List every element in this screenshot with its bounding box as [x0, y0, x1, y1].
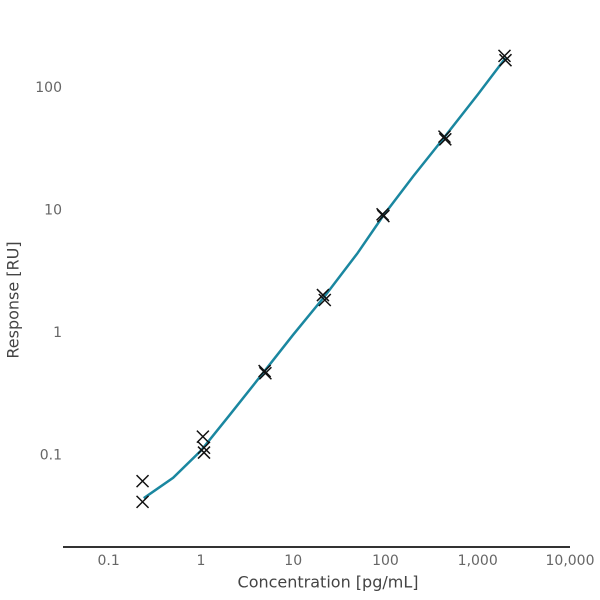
- data-point: [136, 495, 150, 509]
- data-point: [438, 132, 452, 146]
- x-tick-label: 0.1: [98, 553, 120, 569]
- x-tick-label: 10,000: [546, 553, 595, 569]
- data-point: [497, 49, 512, 63]
- x-tick-label: 1,000: [458, 553, 498, 569]
- y-tick-label: 0.1: [40, 448, 62, 464]
- data-point: [136, 474, 150, 488]
- data-point: [498, 53, 513, 67]
- data-point: [258, 366, 272, 380]
- x-tick-label: 10: [284, 553, 302, 569]
- data-point: [197, 446, 211, 460]
- data-point: [437, 130, 451, 144]
- data-point: [318, 293, 332, 307]
- data-point: [258, 364, 272, 378]
- y-tick-label: 100: [35, 80, 62, 96]
- x-tick-label: 100: [372, 553, 399, 569]
- y-tick-label: 10: [44, 202, 62, 218]
- data-point: [376, 209, 390, 223]
- data-point: [197, 441, 211, 455]
- x-tick-label: 1: [196, 553, 205, 569]
- data-point: [196, 430, 210, 444]
- x-axis-label: Concentration [pg/mL]: [238, 573, 419, 592]
- y-axis-label: Response [RU]: [4, 241, 23, 358]
- y-tick-label: 1: [53, 325, 62, 341]
- data-point: [316, 288, 330, 302]
